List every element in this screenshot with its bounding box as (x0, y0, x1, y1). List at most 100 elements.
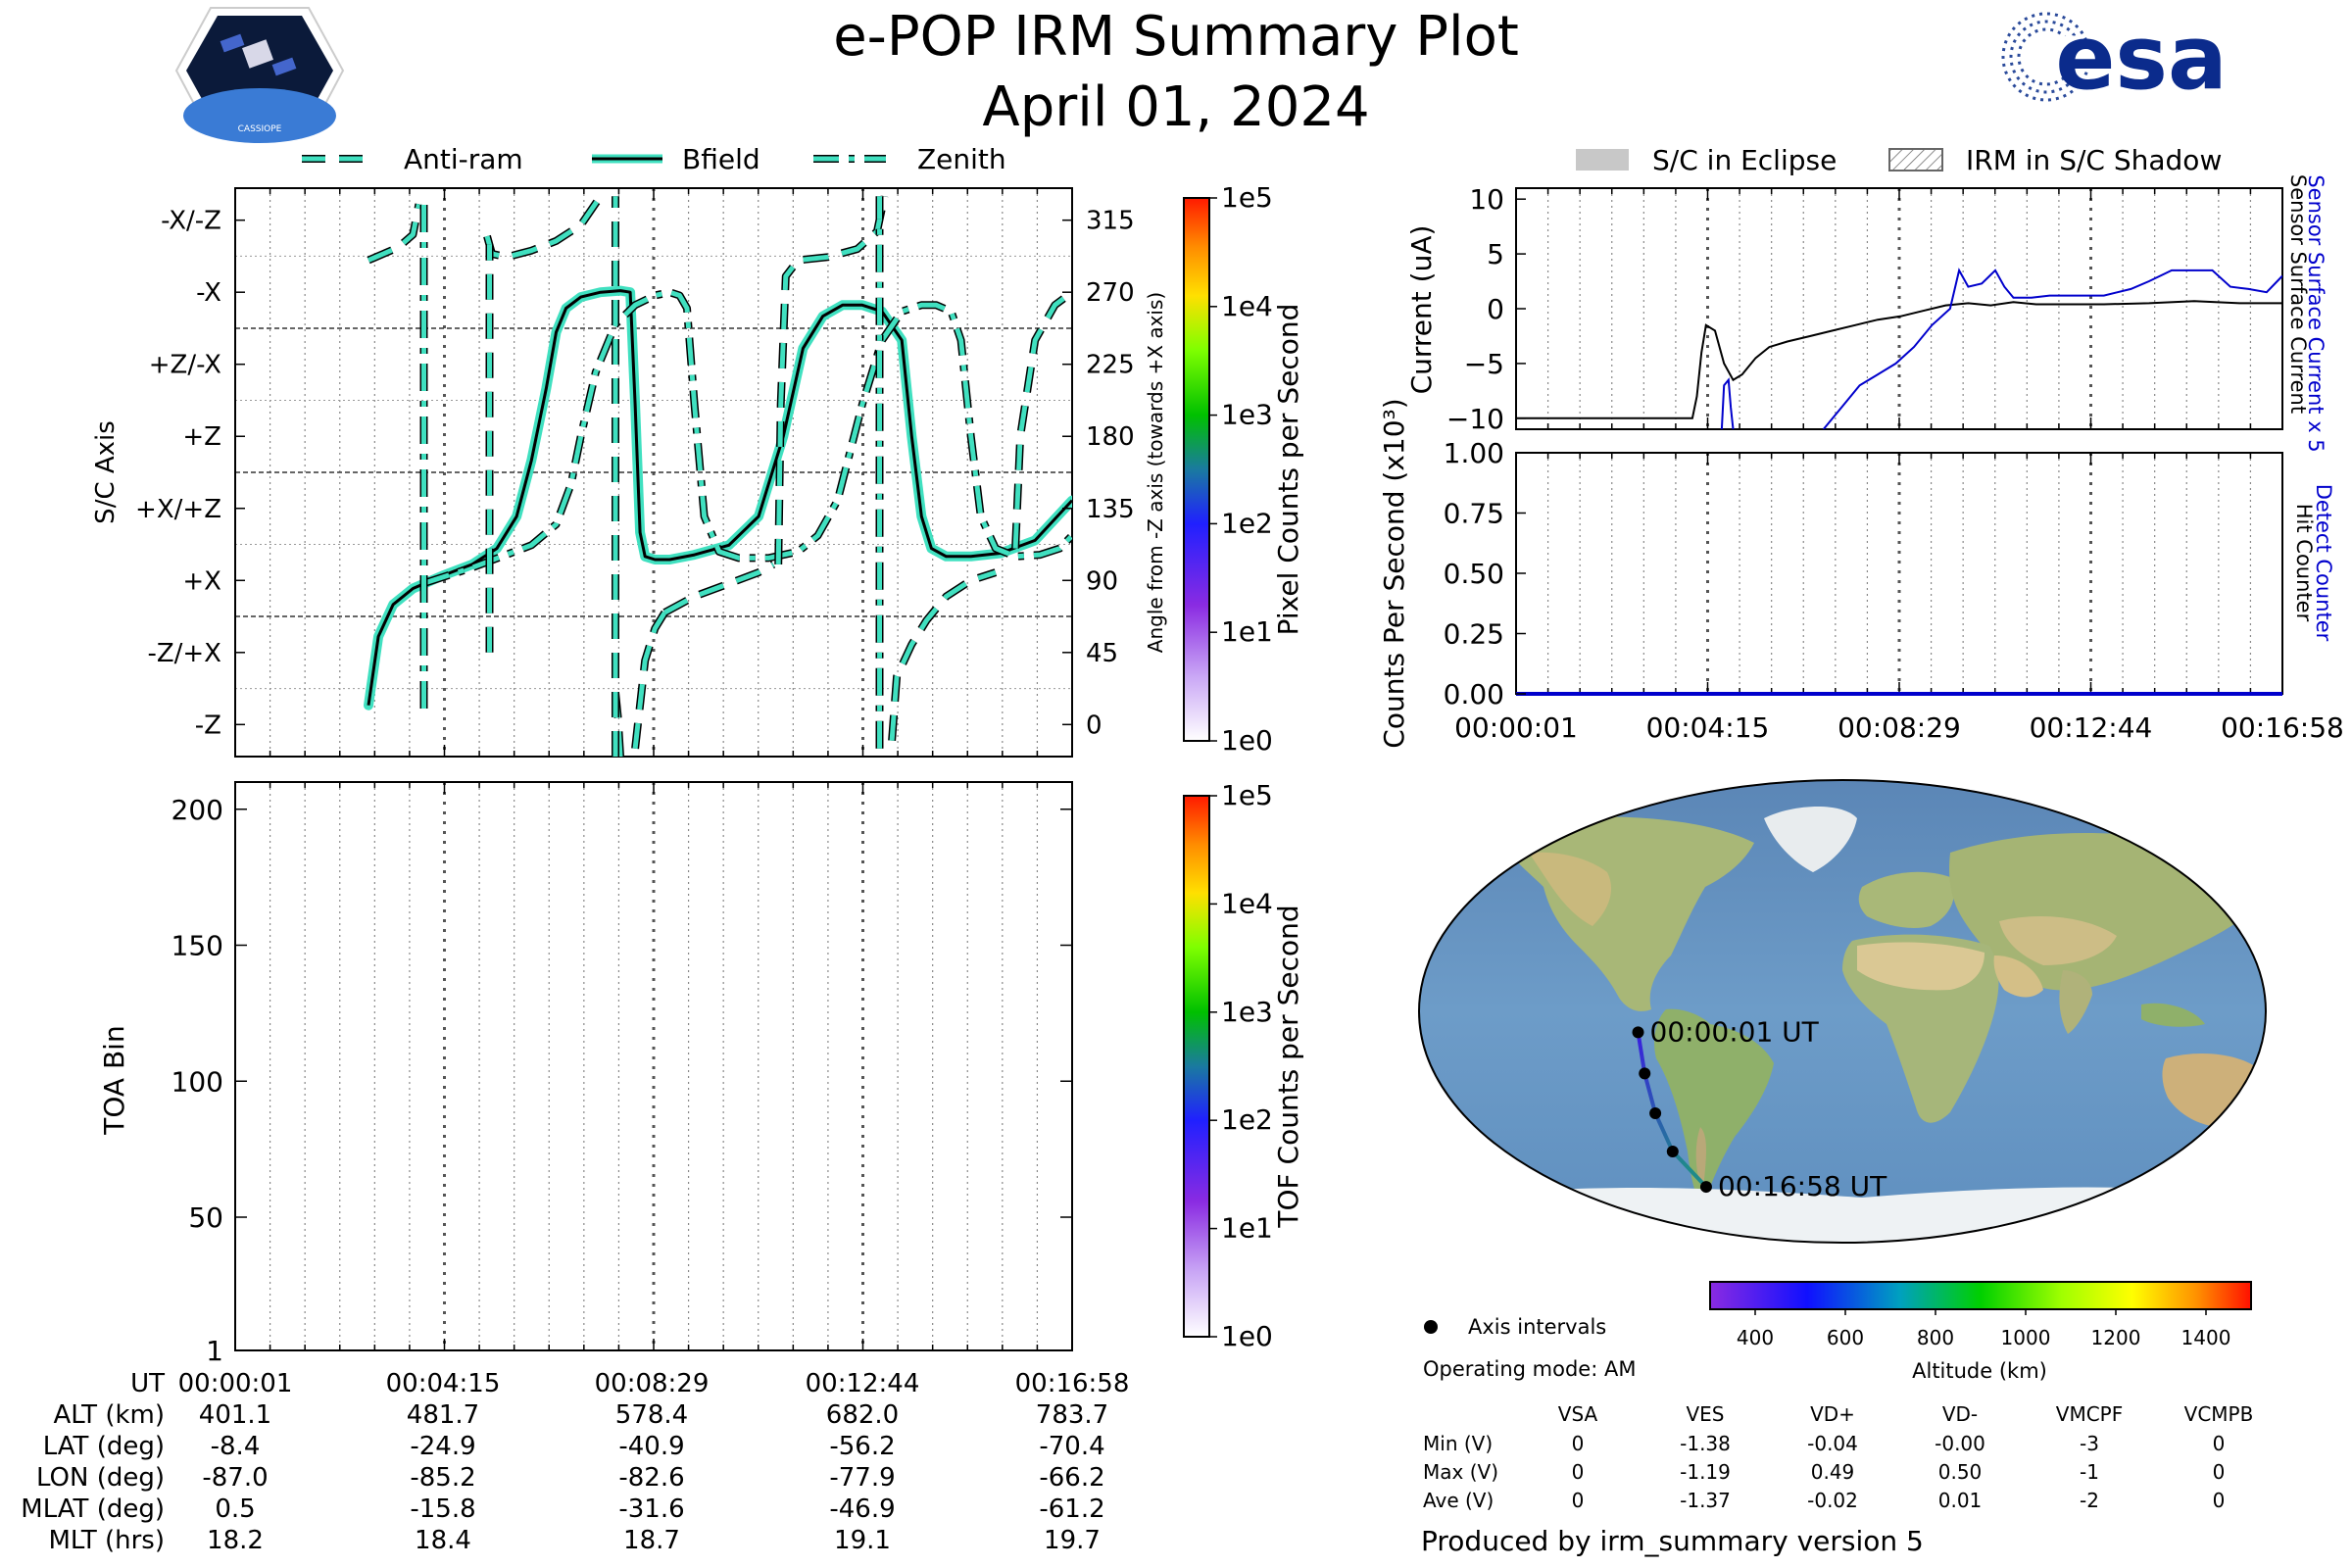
altitude-tick-label: 600 (1827, 1326, 1864, 1349)
colorbar-tick-label: 1e1 (1221, 615, 1273, 648)
counts-ytick-label: 1.00 (1444, 437, 1504, 469)
orbit-table-cell: -66.2 (1039, 1463, 1104, 1493)
top-legend: Anti-ram Bfield Zenith (302, 143, 1006, 175)
current-traces (1516, 268, 2282, 429)
attitude-ytick-label: +Z (182, 422, 221, 452)
altitude-tick-label: 1000 (2001, 1326, 2051, 1349)
voltage-cell: 0.50 (1938, 1460, 1983, 1484)
voltage-cell: 0 (2213, 1432, 2226, 1455)
axis-interval-marker (1666, 1145, 1679, 1157)
orbit-table-row-label: LON (deg) (36, 1463, 165, 1493)
orbit-table-cell: -85.2 (410, 1463, 475, 1493)
current-y2label-top: Sensor Surface Current x 5 (2304, 174, 2328, 452)
orbit-table-cell: -87.0 (202, 1463, 268, 1493)
anti-ram-trace (1012, 290, 1072, 549)
altitude-tick-label: 1200 (2091, 1326, 2141, 1349)
toa-ytick-label: 200 (172, 794, 223, 826)
orbit-table-cell: 18.2 (207, 1526, 264, 1555)
voltage-row-label: Min (V) (1423, 1432, 1493, 1455)
orbit-table-ut-value: 00:00:01 (178, 1369, 293, 1398)
sensor-current-x5-line (1720, 377, 1735, 429)
attitude-y2-ticks: 315 270 225 180 135 90 45 0 (1062, 207, 1135, 740)
orbit-parameter-table: UT 00:00:01 00:04:15 00:08:29 00:12:44 00:16:… (21, 1369, 1129, 1555)
counts-xtick-label: 00:04:15 (1646, 711, 1770, 744)
orbit-table-cell: -61.2 (1039, 1494, 1104, 1524)
legend-shadow: IRM in S/C Shadow (1888, 144, 2222, 176)
voltage-column-header: VMCPF (2056, 1402, 2123, 1426)
orbit-table-cell: -31.6 (618, 1494, 684, 1524)
toa-ylabel: TOA Bin (98, 1025, 130, 1135)
orbit-table-row-label: ALT (km) (53, 1400, 165, 1430)
voltage-table: VSA VES VD+ VD- VMCPF VCMPB Min (V) 0 -1.38 -0.04… (1423, 1402, 2253, 1512)
orbit-table-ut-value: 00:12:44 (806, 1369, 920, 1398)
colorbar-tick-label: 1e4 (1221, 887, 1273, 919)
axis-interval-marker (1632, 1026, 1644, 1039)
counts-grid (1515, 453, 2283, 694)
counts-xtick-label: 00:08:29 (1838, 711, 1961, 744)
orbit-table-ut-value: 00:04:15 (386, 1369, 501, 1398)
colorbar-tick-label: 1e4 (1221, 290, 1273, 322)
colorbar-tick-label: 1e3 (1221, 996, 1273, 1028)
colorbar-tick-label: 1e5 (1221, 779, 1273, 811)
orbit-table-cell: 481.7 (407, 1400, 479, 1430)
attitude-ytick-label: -Z/+X (147, 639, 221, 668)
orbit-table-cell: -70.4 (1039, 1432, 1104, 1461)
legend-eclipse: S/C in Eclipse (1576, 144, 1837, 176)
orbit-table-cell: -8.4 (211, 1432, 261, 1461)
orbit-table-cell: -77.9 (829, 1463, 895, 1493)
colorbar-tick-label: 1e1 (1221, 1212, 1273, 1245)
colorbar-tick-label: 1e0 (1221, 724, 1273, 757)
orbit-table-cell: 18.4 (415, 1526, 471, 1555)
attitude-ytick-label: -X/-Z (161, 207, 221, 236)
altitude-tick-label: 800 (1917, 1326, 1954, 1349)
sensor-current-x5-line (1822, 268, 2282, 429)
voltage-cell: -1.19 (1680, 1460, 1731, 1484)
bfield-trace-halo (364, 285, 1072, 710)
svg-text:Zenith: Zenith (917, 143, 1006, 175)
anti-ram-trace (632, 611, 667, 750)
counts-ytick-label: 0.25 (1444, 618, 1504, 651)
page-title: e-POP IRM Summary Plot (833, 5, 1519, 69)
orbit-table-cell: -46.9 (829, 1494, 895, 1524)
orbit-table-cell: -24.9 (410, 1432, 475, 1461)
attitude-ytick-label: +X (182, 566, 221, 596)
attitude-ytick-label: -Z (195, 710, 221, 740)
orbit-table-cell: 682.0 (826, 1400, 899, 1430)
tof-colorbar: 1e5 1e4 1e3 1e2 1e1 1e0 TOF Counts per Second (1183, 779, 1304, 1352)
svg-text:Bfield: Bfield (682, 143, 760, 175)
voltage-cell: 0 (1572, 1432, 1585, 1455)
orbit-table-cell: -82.6 (618, 1463, 684, 1493)
pixel-colorbar-label: Pixel Counts per Second (1272, 304, 1304, 636)
operating-mode: Operating mode: AM (1423, 1357, 1636, 1381)
colorbar-tick-label: 1e0 (1221, 1320, 1273, 1352)
voltage-column-header: VD- (1942, 1402, 1978, 1426)
orbit-table-ut-label: UT (130, 1369, 165, 1398)
current-ytick-label: 10 (1469, 183, 1504, 216)
voltage-cell: 0 (1572, 1460, 1585, 1484)
pixel-colorbar: 1e5 1e4 1e3 1e2 1e1 1e0 Pixel Counts per Seco… (1183, 181, 1304, 757)
axis-interval-marker (1699, 1181, 1712, 1194)
counts-xtick-label: 00:16:58 (2221, 711, 2344, 744)
attitude-y-ticks: -X/-Z -X +Z/-X +Z +X/+Z +X -Z/+X -Z (135, 207, 245, 740)
voltage-column-header: VES (1686, 1402, 1724, 1426)
attitude-y2tick-label: 0 (1086, 710, 1102, 740)
counts-xtick-label: 00:00:01 (1454, 711, 1578, 744)
orbit-table-row-label: MLT (hrs) (49, 1526, 166, 1555)
voltage-cell: -2 (2080, 1489, 2099, 1512)
toa-ytick-label: 1 (206, 1335, 223, 1367)
counts-y2label-bottom: Hit Counter (2292, 504, 2316, 622)
counts-x-ticks: 00:00:01 00:04:15 00:08:29 00:12:44 00:16:58 (1454, 711, 2344, 744)
current-ytick-label: −5 (1464, 348, 1504, 380)
current-panel: 10 5 0 −5 −10 Current (uA) Sensor Surface Cu… (1405, 174, 2328, 453)
voltage-cell: -0.00 (1935, 1432, 1985, 1455)
zenith-trace (421, 289, 1072, 586)
attitude-ytick-label: +Z/-X (149, 351, 221, 380)
attitude-y2tick-label: 315 (1086, 207, 1135, 236)
axis-intervals-legend: Axis intervals (1424, 1315, 1606, 1339)
altitude-colorbar: 400 600 800 1000 1200 1400 Altitude (km) (1709, 1281, 2252, 1383)
legend-zenith: Zenith (813, 143, 1006, 175)
attitude-y2tick-label: 180 (1086, 422, 1135, 452)
counts-ytick-label: 0.00 (1444, 678, 1504, 710)
orbit-table-cell: -15.8 (410, 1494, 475, 1524)
toa-panel: 200 150 100 50 1 TOA Bin (98, 781, 1073, 1367)
